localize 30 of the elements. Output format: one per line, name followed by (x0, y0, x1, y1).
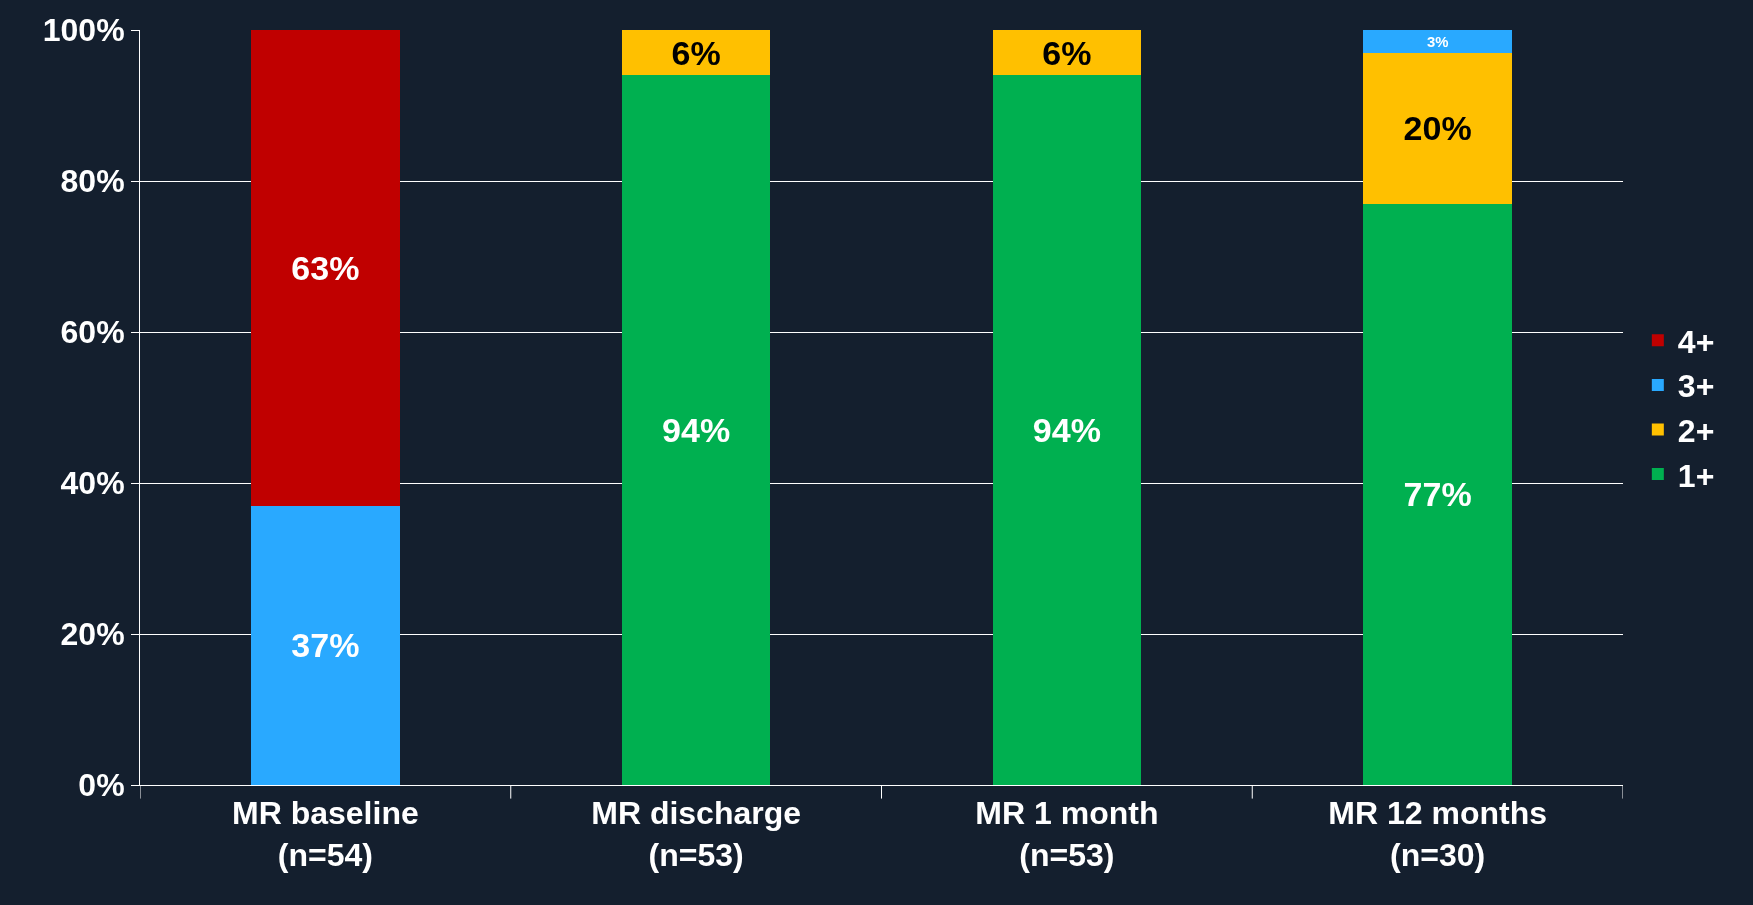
data-label: 6% (671, 33, 721, 72)
data-label: 6% (1042, 33, 1092, 72)
data-label: 63% (291, 248, 360, 287)
data-label: 37% (291, 626, 360, 665)
data-label: 77% (1403, 475, 1472, 514)
legend-label: 3+ (1677, 368, 1715, 405)
bar (1363, 203, 1512, 785)
legend-label: 1+ (1677, 457, 1715, 494)
bar (992, 75, 1142, 785)
data-label: 3% (1426, 33, 1449, 50)
bar (251, 30, 400, 506)
x-tick-label: MR baseline (n=54) (232, 795, 419, 873)
bar (621, 75, 771, 785)
y-tick-label: 60% (60, 314, 125, 351)
bar (1363, 52, 1512, 204)
x-tick-label: MR discharge (n=53) (591, 795, 802, 873)
bar (1363, 30, 1512, 53)
legend-label: 4+ (1677, 323, 1715, 360)
data-label: 94% (1032, 411, 1101, 450)
bar (251, 505, 400, 785)
legend-label: 2+ (1677, 412, 1715, 449)
x-tick-label: MR 1 month (n=53) (975, 795, 1159, 873)
y-tick-label: 100% (42, 12, 125, 49)
y-tick-label: 40% (60, 465, 125, 502)
y-tick-label: 0% (78, 767, 125, 804)
data-label: 94% (662, 411, 731, 450)
data-label: 20% (1403, 109, 1472, 148)
x-tick-label: MR 12 months (n=30) (1328, 795, 1547, 873)
y-tick-label: 80% (60, 163, 125, 200)
y-tick-label: 20% (60, 616, 125, 653)
